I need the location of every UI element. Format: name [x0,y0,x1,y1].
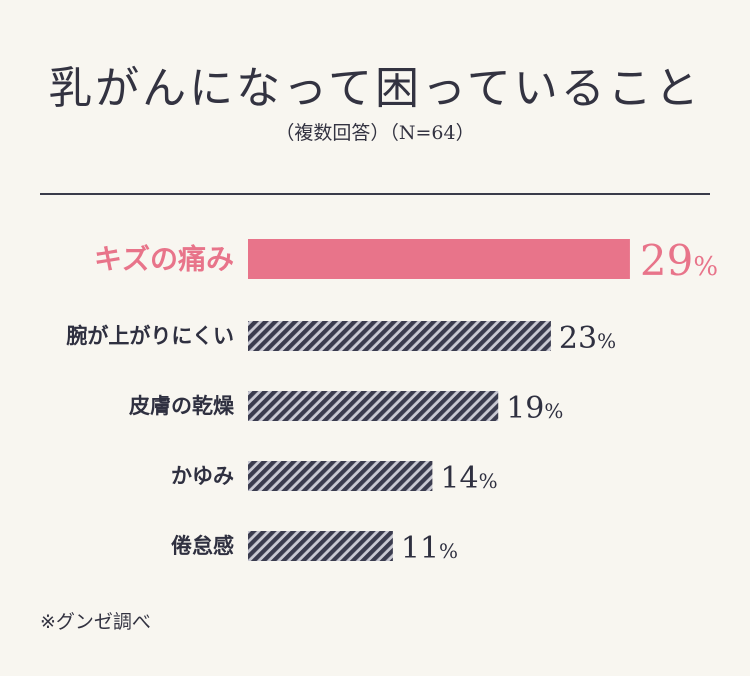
category-label: かゆみ [171,464,234,488]
category-label: キズの痛み [94,243,234,276]
bar [248,391,499,421]
bar-highlighted [248,239,630,279]
value-label: 23% [559,321,616,356]
chart-title: 乳がんになって困っていること [48,63,702,114]
category-label: 倦怠感 [171,534,234,558]
category-label: 腕が上がりにくい [66,324,234,348]
chart-subtitle: （複数回答）（N=64） [275,122,475,144]
bar [248,531,393,561]
source-note: ※グンゼ調べ [40,611,151,633]
title-divider [40,193,710,195]
value-label: 14% [440,461,497,496]
value-label: 11% [401,531,458,566]
value-label: 19% [506,391,563,426]
value-label: 29% [640,236,718,285]
bar [248,321,551,351]
category-label: 皮膚の乾燥 [129,394,235,418]
bar [248,461,433,491]
